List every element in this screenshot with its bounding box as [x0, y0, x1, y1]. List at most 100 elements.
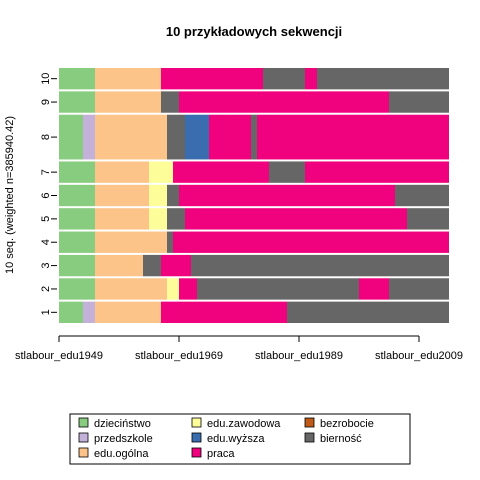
y-tick-label: 8: [40, 134, 52, 140]
state-spell: [395, 184, 449, 207]
state-spell: [95, 254, 143, 277]
state-spell: [59, 114, 83, 160]
x-tick-label: stlabour_edu2009: [375, 350, 463, 362]
state-spell: [251, 114, 257, 160]
state-spell: [173, 161, 269, 183]
y-tick-label: 9: [40, 99, 52, 105]
state-spell: [83, 301, 95, 323]
sequence-row-6: [59, 184, 449, 207]
sequence-row-5: [59, 208, 449, 230]
sequence-row-9: [59, 91, 449, 113]
sequence-bars: [59, 68, 449, 323]
state-spell: [407, 208, 449, 230]
state-spell: [257, 114, 449, 160]
state-spell: [95, 91, 161, 113]
legend-label: edu.ogólna: [94, 448, 149, 460]
sequence-row-1: [59, 301, 449, 323]
legend-swatch: [191, 447, 202, 458]
state-spell: [59, 278, 95, 300]
y-tick-label: 6: [40, 192, 52, 198]
sequence-row-10: [59, 68, 449, 90]
state-spell: [143, 254, 161, 277]
legend-label: dzieciństwo: [94, 418, 151, 430]
y-axis-ticks: 1 2 3 4 5 6 7 8 9 10: [40, 73, 57, 315]
legend-item: przedszkole: [78, 432, 153, 445]
y-tick-label: 5: [40, 216, 52, 222]
legend-label: praca: [207, 448, 235, 460]
legend-item: edu.wyższa: [191, 432, 265, 445]
state-spell: [161, 301, 287, 323]
state-spell: [149, 161, 173, 183]
x-tick-label: stlabour_edu1989: [255, 350, 343, 362]
state-spell: [389, 91, 449, 113]
legend-label: edu.wyższa: [207, 433, 265, 445]
state-spell: [95, 231, 167, 253]
legend-label: bezrobocie: [320, 418, 374, 430]
legend-swatch: [304, 432, 315, 443]
state-spell: [305, 68, 317, 90]
state-spell: [59, 254, 95, 277]
legend-item: dzieciństwo: [78, 417, 151, 430]
legend-item: bierność: [304, 432, 362, 445]
state-spell: [95, 208, 149, 230]
state-spell: [179, 91, 389, 113]
sequence-row-7: [59, 161, 449, 183]
y-tick-label: 4: [40, 239, 52, 245]
legend: dzieciństwo przedszkole edu.ogólna edu.zawo…: [69, 413, 411, 465]
state-spell: [197, 278, 359, 300]
state-spell: [179, 184, 395, 207]
legend-swatch: [78, 432, 89, 443]
legend-label: edu.zawodowa: [207, 418, 281, 430]
state-spell: [59, 161, 95, 183]
legend-swatch: [191, 417, 202, 428]
state-spell: [167, 208, 185, 230]
state-spell: [161, 254, 191, 277]
state-spell: [209, 114, 251, 160]
state-spell: [95, 278, 167, 300]
y-tick-label: 3: [40, 263, 52, 269]
state-spell: [173, 231, 449, 253]
state-spell: [179, 278, 197, 300]
sequence-row-2: [59, 278, 449, 300]
state-spell: [287, 301, 449, 323]
chart-title: 10 przykładowych sekwencji: [166, 24, 342, 39]
state-spell: [95, 68, 161, 90]
x-tick-label: stlabour_edu1969: [135, 350, 223, 362]
state-spell: [167, 184, 179, 207]
state-spell: [59, 301, 83, 323]
y-tick-label: 1: [40, 309, 52, 315]
state-spell: [263, 68, 305, 90]
state-spell: [95, 114, 167, 160]
state-spell: [59, 231, 95, 253]
sequence-row-3: [59, 254, 449, 277]
legend-label: przedszkole: [94, 433, 153, 445]
x-axis: stlabour_edu1949 stlabour_edu1969 stlabour…: [15, 335, 463, 362]
state-spell: [167, 114, 185, 160]
legend-box: [69, 413, 411, 465]
state-spell: [167, 231, 173, 253]
state-spell: [185, 208, 407, 230]
legend-item: edu.zawodowa: [191, 417, 281, 430]
state-spell: [149, 184, 167, 207]
state-spell: [95, 161, 149, 183]
legend-item: praca: [191, 447, 235, 460]
state-spell: [59, 68, 95, 90]
legend-label: bierność: [320, 433, 362, 445]
legend-swatch: [78, 447, 89, 458]
y-axis-label: 10 seq. (weighted n=385940.42): [4, 116, 16, 274]
state-spell: [185, 114, 209, 160]
y-tick-label: 2: [40, 286, 52, 292]
sequence-row-4: [59, 231, 449, 253]
state-spell: [389, 278, 449, 300]
state-spell: [59, 91, 95, 113]
legend-swatch: [191, 432, 202, 443]
state-spell: [269, 161, 305, 183]
legend-swatch: [304, 417, 315, 428]
sequence-row-8: [59, 114, 449, 160]
legend-item: bezrobocie: [304, 417, 374, 430]
state-spell: [59, 184, 95, 207]
legend-item: edu.ogólna: [78, 447, 149, 460]
state-spell: [83, 114, 95, 160]
state-spell: [317, 68, 449, 90]
